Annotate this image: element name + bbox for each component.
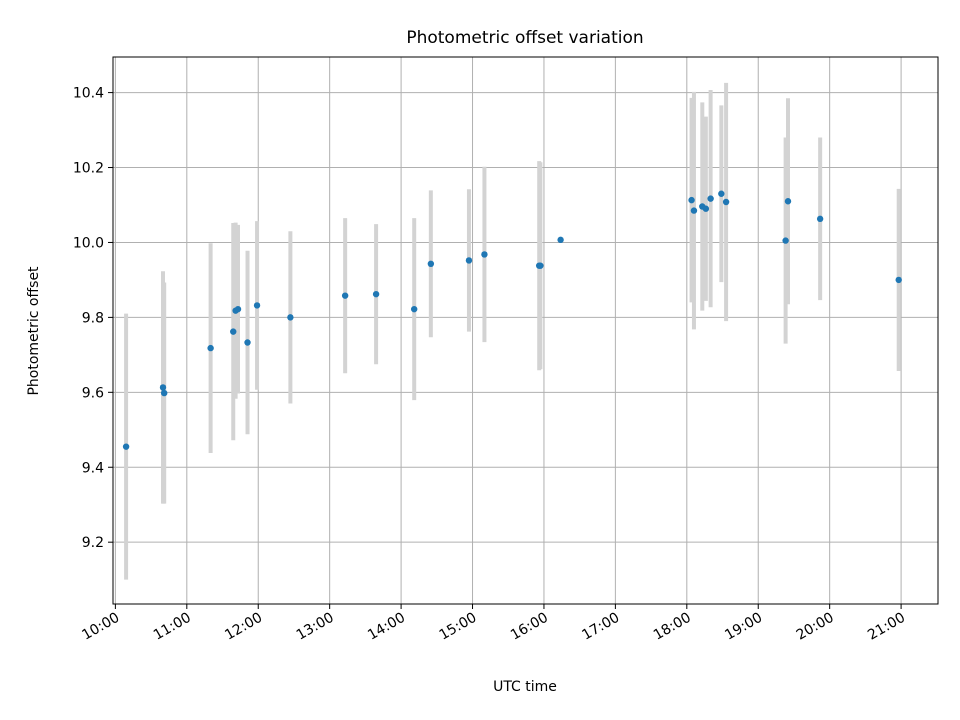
data-point [688, 196, 695, 204]
x-tick-label: 11:00 [151, 610, 194, 644]
data-point [481, 251, 488, 258]
y-tick-label: 9.2 [82, 535, 104, 551]
data-point [410, 305, 418, 313]
grid [113, 57, 938, 604]
data-points [122, 190, 902, 450]
x-tick-label: 15:00 [437, 610, 480, 644]
data-point [427, 260, 435, 268]
data-point [159, 384, 167, 391]
data-point [816, 215, 824, 223]
x-tick-label: 20:00 [794, 610, 837, 644]
data-point [722, 198, 730, 206]
data-point [782, 237, 789, 244]
data-point [784, 198, 792, 205]
x-tick-label: 16:00 [508, 610, 551, 644]
data-point [707, 195, 714, 202]
data-point [253, 302, 261, 309]
y-tick-label: 9.6 [82, 385, 104, 401]
y-tick-label: 10.4 [73, 86, 104, 102]
y-tick-label: 9.8 [82, 310, 104, 326]
data-point [895, 276, 902, 284]
data-point [537, 262, 544, 269]
data-point [160, 389, 168, 397]
y-axis-label: Photometric offset [26, 266, 42, 396]
x-axis-label: UTC time [493, 679, 557, 695]
data-point [234, 305, 242, 313]
x-tick-label: 21:00 [865, 610, 908, 644]
data-point [341, 292, 349, 299]
data-point [207, 344, 214, 352]
data-point [557, 236, 564, 244]
x-tick-label: 18:00 [651, 610, 694, 644]
x-tick-label: 13:00 [294, 610, 337, 644]
x-tick-label: 17:00 [579, 610, 622, 644]
data-point [702, 205, 710, 212]
chart-title: Photometric offset variation [406, 28, 643, 48]
plot-frame [112, 56, 939, 605]
x-tick-label: 10:00 [79, 610, 122, 644]
data-point [690, 207, 698, 214]
data-point [122, 443, 130, 450]
y-axis-ticks: 9.2 9.4 9.6 9.8 10.0 10.2 10.4 [73, 86, 113, 551]
data-point [230, 328, 237, 335]
x-tick-label: 12:00 [222, 610, 265, 644]
data-point [372, 290, 380, 298]
y-tick-label: 10.2 [73, 161, 104, 177]
y-tick-label: 10.0 [73, 235, 104, 251]
x-tick-label: 14:00 [365, 610, 408, 644]
data-point [287, 314, 294, 321]
data-point [718, 190, 725, 197]
data-point [244, 339, 251, 346]
error-bars [124, 82, 901, 580]
data-point [465, 257, 473, 264]
y-tick-label: 9.4 [82, 460, 104, 476]
x-axis-ticks: 10:00 11:00 12:00 13:00 14:00 15:00 16:00 17:00… [79, 604, 908, 644]
x-tick-label: 19:00 [722, 610, 765, 644]
